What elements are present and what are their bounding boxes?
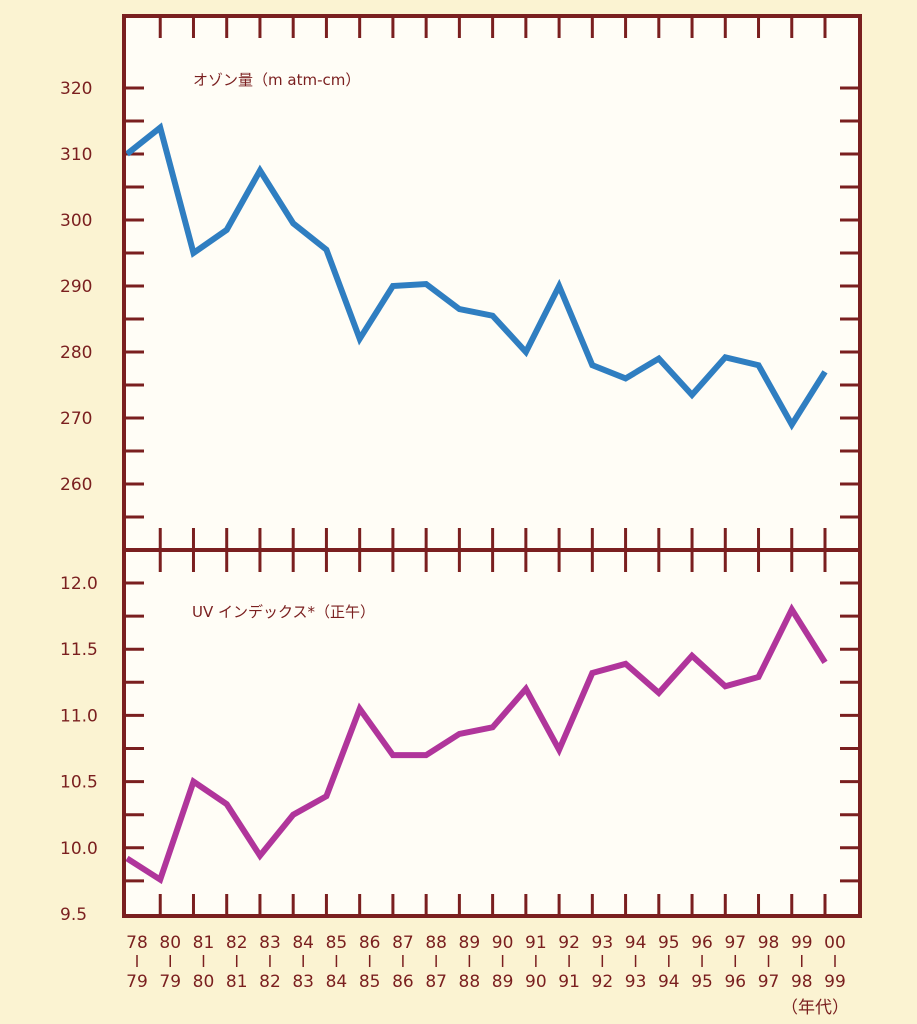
x-tick-label-start: 83 <box>259 933 281 953</box>
x-tick-label-end: 85 <box>359 972 381 992</box>
bottom-plot-background <box>124 550 860 916</box>
x-tick-label-start: 93 <box>592 933 614 953</box>
x-tick-label-start: 89 <box>459 933 481 953</box>
uv-index-title: UV インデックス*（正午） <box>192 603 375 621</box>
tick-marks <box>124 16 860 916</box>
x-tick-label-start: 94 <box>625 933 647 953</box>
x-tick-label-end: 89 <box>492 972 514 992</box>
x-tick-label-start: 97 <box>724 933 746 953</box>
x-tick-label-start: 84 <box>292 933 314 953</box>
x-tick-label-end: 91 <box>558 972 580 992</box>
x-tick-label-start: 88 <box>425 933 447 953</box>
x-tick-label-end: 97 <box>758 972 780 992</box>
x-tick-label-start: 80 <box>159 933 181 953</box>
x-tick-label-start: 95 <box>658 933 680 953</box>
x-axis-unit: （年代） <box>781 998 849 1018</box>
x-tick-label-end: 98 <box>791 972 813 992</box>
x-tick-label-end: 93 <box>625 972 647 992</box>
plot-frame <box>122 14 862 918</box>
x-tick-label-end: 79 <box>159 972 181 992</box>
x-tick-label-end: 80 <box>193 972 215 992</box>
x-tick-label-start: 86 <box>359 933 381 953</box>
ozone-y-tick-label: 320 <box>60 79 92 99</box>
ozone-y-tick-label: 310 <box>60 145 92 165</box>
x-tick-label-start: 90 <box>492 933 514 953</box>
ozone-y-tick-label: 290 <box>60 277 92 297</box>
ozone-series-line <box>125 122 828 431</box>
x-tick-label-start: 96 <box>691 933 713 953</box>
ozone-y-tick-label: 300 <box>60 211 92 231</box>
x-tick-label-end: 94 <box>658 972 680 992</box>
ozone-y-tick-label: 280 <box>60 343 92 363</box>
x-tick-label-end: 81 <box>226 972 248 992</box>
x-tick-label-end: 82 <box>259 972 281 992</box>
x-tick-label-end: 84 <box>326 972 348 992</box>
x-tick-label-end: 95 <box>691 972 713 992</box>
x-tick-label-start: 85 <box>326 933 348 953</box>
top-plot-background <box>124 16 860 550</box>
ozone-y-tick-label: 270 <box>60 409 92 429</box>
series-lines <box>125 122 828 885</box>
ozone-y-tick-label: 260 <box>60 475 92 495</box>
uv-plot-frame <box>122 548 862 918</box>
x-tick-label-end: 86 <box>392 972 414 992</box>
x-tick-label-start: 00 <box>824 933 846 953</box>
x-tick-label-end: 92 <box>592 972 614 992</box>
x-tick-label-end: 99 <box>824 972 846 992</box>
x-tick-label-end: 83 <box>292 972 314 992</box>
x-tick-label-end: 96 <box>724 972 746 992</box>
x-tick-label-start: 78 <box>126 933 148 953</box>
uv-y-tick-label: 9.5 <box>60 905 87 925</box>
x-tick-label-end: 90 <box>525 972 547 992</box>
x-tick-label-start: 92 <box>558 933 580 953</box>
uv-y-tick-label: 11.0 <box>60 706 98 726</box>
x-tick-label-start: 81 <box>193 933 215 953</box>
x-tick-label-start: 99 <box>791 933 813 953</box>
x-tick-label-start: 87 <box>392 933 414 953</box>
ozone-title: オゾン量（m atm-cm） <box>193 71 360 89</box>
x-tick-label-start: 82 <box>226 933 248 953</box>
x-tick-label-end: 87 <box>425 972 447 992</box>
uv-y-tick-label: 11.5 <box>60 640 98 660</box>
x-tick-label-end: 88 <box>459 972 481 992</box>
axis-labels: 320 310 300 290 280 270 260 12.0 11.5 11.0 10.5 10.… <box>60 79 846 992</box>
uv-y-tick-label: 10.0 <box>60 839 98 859</box>
uv-series-line <box>125 603 828 885</box>
uv-y-tick-label: 10.5 <box>60 773 98 793</box>
x-tick-label-start: 91 <box>525 933 547 953</box>
x-tick-label-end: 79 <box>126 972 148 992</box>
uv-y-tick-label: 12.0 <box>60 574 98 594</box>
x-tick-label-start: 98 <box>758 933 780 953</box>
